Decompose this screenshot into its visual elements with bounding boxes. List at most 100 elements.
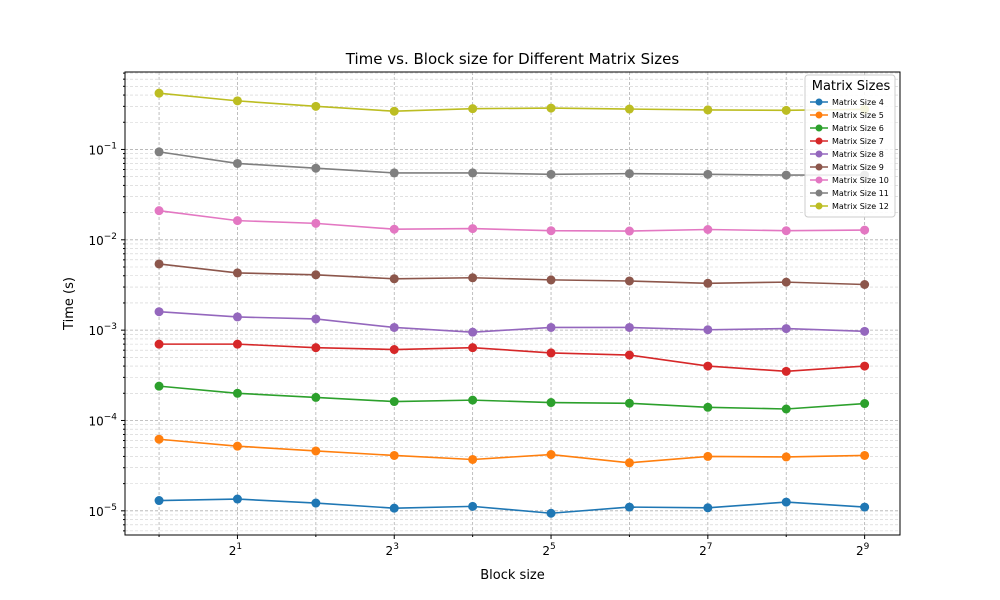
x-tick-label: 23 (386, 542, 399, 558)
data-point (154, 259, 164, 269)
legend-item: Matrix Size 6 (810, 124, 884, 133)
chart-title: Time vs. Block size for Different Matrix… (345, 50, 680, 68)
data-point (389, 503, 399, 513)
data-point (389, 274, 399, 284)
data-point (703, 169, 713, 179)
series-1 (154, 494, 870, 518)
data-point (546, 508, 556, 518)
series-8 (154, 147, 870, 180)
y-axis-label: Time (s) (62, 277, 77, 331)
data-point (781, 277, 791, 287)
series-9 (154, 88, 870, 116)
data-point (154, 307, 164, 317)
data-point (468, 327, 478, 337)
y-tick-label: 10−2 (88, 232, 117, 248)
legend-marker (815, 202, 823, 210)
series-line (159, 498, 865, 515)
series-3 (154, 381, 870, 414)
data-point (781, 497, 791, 507)
data-point (860, 225, 870, 235)
data-point (232, 494, 242, 504)
grid (125, 72, 900, 535)
data-point (703, 451, 713, 461)
data-point (624, 458, 634, 468)
series-line (158, 92, 865, 113)
data-point (781, 170, 791, 180)
data-point (468, 395, 478, 405)
y-tick-label: 10−5 (88, 503, 117, 519)
series-6 (154, 259, 870, 290)
data-point (624, 104, 634, 114)
legend-item: Matrix Size 10 (810, 176, 889, 185)
data-point (860, 450, 870, 460)
data-point (468, 168, 478, 178)
legend-marker (815, 98, 823, 106)
legend-item: Matrix Size 9 (810, 163, 884, 172)
data-point (860, 326, 870, 336)
data-point (232, 268, 242, 278)
data-point (624, 276, 634, 286)
legend: Matrix Sizes Matrix Size 4 Matrix Size 5 Ma… (804, 74, 896, 218)
legend-title: Matrix Sizes (812, 79, 891, 94)
data-point (468, 224, 478, 234)
data-point (703, 361, 713, 371)
x-tick-label: 27 (699, 542, 712, 558)
data-point (311, 343, 321, 353)
data-point (468, 104, 478, 114)
data-point (232, 96, 242, 106)
data-point (703, 503, 713, 513)
data-point (624, 398, 634, 408)
series-7 (154, 206, 870, 236)
data-point (781, 226, 791, 236)
series-line (158, 209, 865, 232)
data-point (389, 224, 399, 234)
x-tick-label: 21 (229, 542, 242, 558)
legend-item: Matrix Size 4 (810, 98, 884, 107)
legend-box (804, 74, 896, 218)
data-point (860, 361, 870, 371)
data-point (468, 501, 478, 511)
data-point (624, 322, 634, 332)
legend-label: Matrix Size 12 (832, 202, 889, 211)
data-point (311, 314, 321, 324)
legend-marker (815, 111, 823, 119)
data-point (546, 398, 556, 408)
data-point (546, 226, 556, 236)
data-point (624, 350, 634, 360)
data-point (546, 275, 556, 285)
data-point (154, 339, 164, 349)
data-point (154, 381, 164, 391)
x-tick-label: 29 (856, 542, 870, 558)
data-point (232, 312, 242, 322)
data-point (860, 399, 870, 409)
legend-item: Matrix Size 8 (810, 150, 884, 159)
data-point (781, 366, 791, 376)
legend-item: Matrix Size 7 (810, 137, 884, 146)
data-point (311, 392, 321, 402)
data-point (232, 388, 242, 398)
data-point (781, 452, 791, 462)
series-line (158, 385, 865, 410)
data-point (311, 163, 321, 173)
data-point (781, 404, 791, 414)
series-line (158, 151, 865, 176)
legend-marker (815, 150, 823, 158)
data-point (624, 502, 634, 512)
legend-label: Matrix Size 10 (832, 176, 889, 185)
series-4 (154, 339, 870, 376)
x-axis-label: Block size (480, 568, 545, 583)
data-point (468, 273, 478, 283)
data-point (703, 402, 713, 412)
legend-label: Matrix Size 9 (832, 163, 884, 172)
data-point (703, 325, 713, 335)
legend-label: Matrix Size 4 (832, 98, 884, 107)
series-line (158, 263, 865, 286)
data-point (546, 169, 556, 179)
legend-marker (815, 176, 823, 184)
data-point (468, 343, 478, 353)
legend-marker (815, 163, 823, 171)
data-point (546, 348, 556, 358)
axis-ticks: 21 23 25 27 29 10−5 10−4 10−3 10−2 10−1 (88, 72, 870, 558)
legend-label: Matrix Size 7 (832, 137, 884, 146)
data-point (703, 105, 713, 115)
